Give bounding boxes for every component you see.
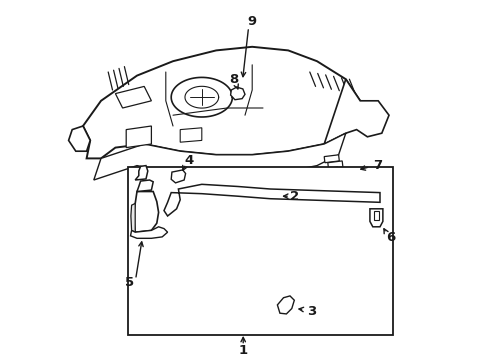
Polygon shape	[324, 79, 389, 144]
Polygon shape	[69, 126, 90, 151]
Polygon shape	[328, 173, 343, 181]
Polygon shape	[133, 192, 159, 232]
Polygon shape	[373, 211, 379, 220]
Text: 5: 5	[124, 276, 134, 289]
Polygon shape	[137, 180, 153, 192]
Polygon shape	[164, 184, 380, 216]
Bar	[128, 167, 392, 335]
Polygon shape	[324, 155, 339, 163]
Text: 6: 6	[386, 231, 395, 244]
Polygon shape	[83, 47, 360, 158]
Polygon shape	[130, 227, 168, 238]
Text: 7: 7	[373, 159, 382, 172]
Polygon shape	[231, 87, 245, 100]
Polygon shape	[171, 170, 186, 183]
Polygon shape	[328, 161, 343, 169]
Polygon shape	[323, 167, 339, 175]
Text: 2: 2	[290, 190, 299, 203]
Text: 3: 3	[307, 305, 316, 318]
Polygon shape	[135, 166, 148, 180]
Text: 9: 9	[247, 15, 256, 28]
Polygon shape	[180, 128, 202, 142]
Polygon shape	[277, 296, 294, 314]
Polygon shape	[116, 86, 151, 108]
Polygon shape	[131, 203, 135, 232]
Text: 8: 8	[229, 73, 238, 86]
Polygon shape	[94, 133, 346, 180]
Polygon shape	[370, 209, 383, 227]
Text: 1: 1	[239, 345, 248, 357]
Text: 4: 4	[185, 154, 194, 167]
Polygon shape	[126, 126, 151, 148]
